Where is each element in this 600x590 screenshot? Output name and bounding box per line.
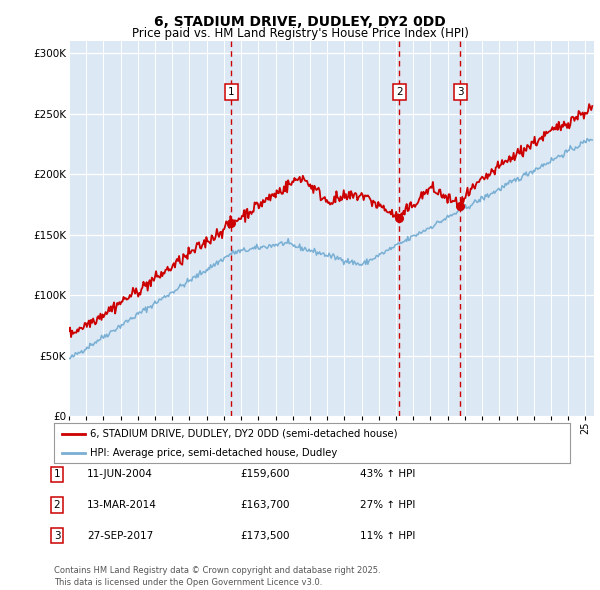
- Text: 11% ↑ HPI: 11% ↑ HPI: [360, 531, 415, 540]
- Text: 1: 1: [53, 470, 61, 479]
- Text: 13-MAR-2014: 13-MAR-2014: [87, 500, 157, 510]
- Text: 6, STADIUM DRIVE, DUDLEY, DY2 0DD (semi-detached house): 6, STADIUM DRIVE, DUDLEY, DY2 0DD (semi-…: [90, 429, 398, 439]
- Text: 27% ↑ HPI: 27% ↑ HPI: [360, 500, 415, 510]
- Text: £163,700: £163,700: [240, 500, 290, 510]
- Text: 43% ↑ HPI: 43% ↑ HPI: [360, 470, 415, 479]
- Text: 11-JUN-2004: 11-JUN-2004: [87, 470, 153, 479]
- Text: Price paid vs. HM Land Registry's House Price Index (HPI): Price paid vs. HM Land Registry's House …: [131, 27, 469, 40]
- Text: 2: 2: [53, 500, 61, 510]
- Text: £173,500: £173,500: [240, 531, 290, 540]
- Text: 3: 3: [457, 87, 464, 97]
- Text: 3: 3: [53, 531, 61, 540]
- Text: 2: 2: [396, 87, 403, 97]
- Text: 6, STADIUM DRIVE, DUDLEY, DY2 0DD: 6, STADIUM DRIVE, DUDLEY, DY2 0DD: [154, 15, 446, 29]
- Text: Contains HM Land Registry data © Crown copyright and database right 2025.
This d: Contains HM Land Registry data © Crown c…: [54, 566, 380, 587]
- Text: £159,600: £159,600: [240, 470, 290, 479]
- Text: HPI: Average price, semi-detached house, Dudley: HPI: Average price, semi-detached house,…: [90, 448, 337, 458]
- Text: 1: 1: [228, 87, 235, 97]
- Text: 27-SEP-2017: 27-SEP-2017: [87, 531, 153, 540]
